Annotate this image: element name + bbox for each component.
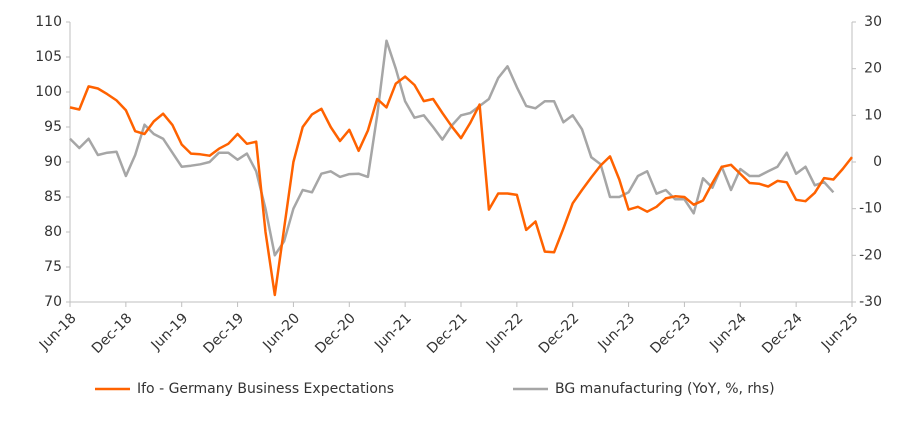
x-tick-label: Jun-18 bbox=[36, 310, 80, 354]
x-tick-label: Jun-22 bbox=[483, 310, 527, 354]
y-tick-label: 95 bbox=[44, 119, 62, 135]
x-tick-label: Dec-22 bbox=[536, 310, 583, 357]
y2-tick-label: 0 bbox=[873, 154, 882, 170]
y2-tick-label: -20 bbox=[859, 247, 882, 263]
y-tick-label: 80 bbox=[44, 224, 62, 240]
y2-tick-label: 30 bbox=[864, 14, 882, 30]
y2-tick-label: 10 bbox=[864, 107, 882, 123]
y-tick-label: 100 bbox=[35, 84, 62, 100]
x-tick-label: Dec-19 bbox=[201, 310, 248, 357]
x-tick-label: Dec-23 bbox=[647, 310, 694, 357]
y2-tick-label: 20 bbox=[864, 61, 882, 77]
y2-tick-label: -10 bbox=[859, 201, 882, 217]
x-tick-label: Jun-20 bbox=[259, 310, 303, 354]
y-tick-label: 70 bbox=[44, 294, 62, 310]
x-tick-label: Jun-21 bbox=[371, 310, 415, 354]
x-tick-label: Jun-24 bbox=[706, 310, 750, 354]
x-tick-label: Dec-24 bbox=[759, 310, 806, 357]
x-tick-label: Jun-19 bbox=[148, 310, 192, 354]
x-tick-label: Dec-20 bbox=[312, 310, 359, 357]
y-tick-label: 90 bbox=[44, 154, 62, 170]
y2-tick-label: -30 bbox=[859, 294, 882, 310]
y-tick-label: 105 bbox=[35, 49, 62, 65]
legend-label: Ifo - Germany Business Expectations bbox=[137, 381, 394, 397]
x-tick-label: Jun-25 bbox=[818, 310, 862, 354]
x-tick-label: Dec-18 bbox=[89, 310, 136, 357]
legend-label: BG manufacturing (YoY, %, rhs) bbox=[555, 381, 775, 397]
x-tick-label: Dec-21 bbox=[424, 310, 471, 357]
x-tick-label: Jun-23 bbox=[595, 310, 639, 354]
y-tick-label: 110 bbox=[35, 14, 62, 30]
y-tick-label: 75 bbox=[44, 259, 62, 275]
y-tick-label: 85 bbox=[44, 189, 62, 205]
series-line bbox=[69, 75, 853, 297]
